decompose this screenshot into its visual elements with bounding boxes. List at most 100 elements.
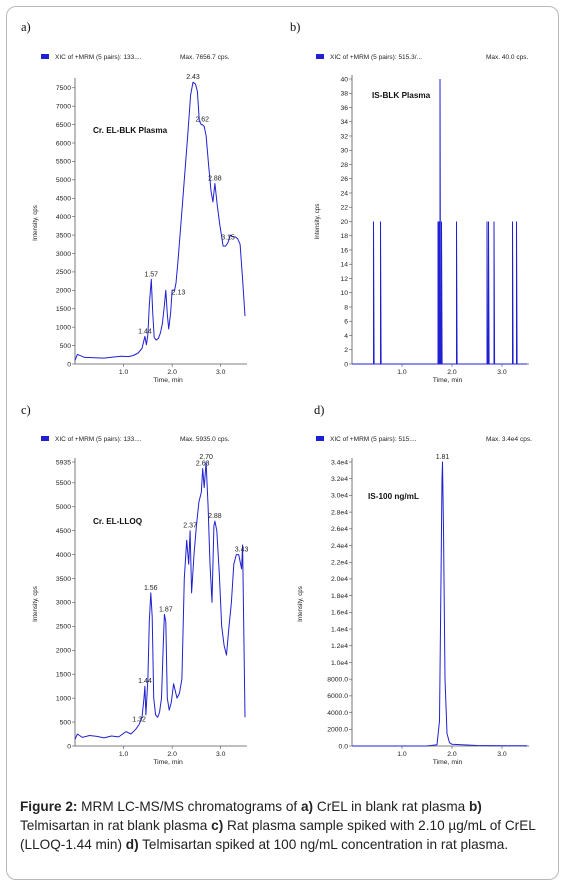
y-tick-label: 4500 [56,528,71,535]
chromatogram-trace [352,78,527,365]
y-tick-label: 5500 [56,480,71,487]
legend-label: XIC of +MRM (5 pairs): 515.3/... [330,54,422,61]
y-tick-label: 40 [340,76,348,83]
y-tick-label: 10 [340,290,348,297]
x-axis-label: Time, min [433,377,463,384]
max-intensity-label: Max. 3.4e4 cps. [486,436,532,443]
x-tick-label: 2.0 [447,369,457,376]
y-tick-label: 2500 [56,269,71,276]
y-tick-label: 4000 [56,552,71,559]
y-tick-label: 30 [340,148,348,155]
x-tick-label: 3.0 [497,751,507,758]
y-tick-label: 32 [340,133,348,140]
chromatogram-trace [74,81,246,361]
y-tick-label: 26 [340,176,348,183]
y-tick-label: 1.6e4 [331,610,348,617]
x-tick-label: 1.0 [119,369,129,376]
peak-label: 3.15 [221,234,235,241]
y-tick-label: 3.0e4 [331,493,348,500]
y-tick-label: 1000 [56,695,71,702]
panel-d-letter: d) [314,403,325,417]
y-tick-label: 2.8e4 [331,509,348,516]
y-axis-label: Intensity, cps [297,586,304,622]
x-tick-label: 1.0 [119,751,129,758]
y-tick-label: 8 [344,304,348,311]
y-tick-label: 16 [340,247,348,254]
legend-swatch-icon [41,54,49,59]
peak-label: 1.81 [436,454,450,461]
y-tick-label: 0 [67,361,71,368]
peak-label: 1.44 [138,678,152,685]
y-tick-label: 1.2e4 [331,643,348,650]
y-tick-label: 2000 [56,648,71,655]
y-tick-label: 2.4e4 [331,543,348,550]
y-tick-label: 18 [340,233,348,240]
peak-label: 2.63 [196,460,210,467]
max-intensity-label: Max. 7656.7 cps. [180,54,230,61]
chromatogram-figure: XIC of +MRM (5 pairs): 133.... Max. 7656.… [32,54,532,766]
y-axis-label: Intensity, cps [32,586,39,622]
x-tick-label: 1.0 [397,751,407,758]
y-tick-label: 2000 [56,288,71,295]
legend-swatch-icon [316,436,324,441]
peak-label: 2.88 [208,513,222,520]
y-tick-label: 2000.0 [327,727,348,734]
x-axis-label: Time, min [153,759,183,766]
legend-label: XIC of +MRM (5 pairs): 515.... [330,436,417,443]
y-tick-label: 3000 [56,600,71,607]
peak-label: 3.43 [235,547,249,554]
caption-panel-ref: b) [468,799,482,814]
y-tick-label: 3.4e4 [331,459,348,466]
figure-label: Figure 2: [20,799,78,814]
y-tick-label: 1.0e4 [331,660,348,667]
peak-label: 1.44 [138,328,152,335]
peak-label: 2.62 [195,117,209,124]
sample-annotation: IS-BLK Plasma [372,91,431,100]
y-tick-label: 3500 [56,576,71,583]
chromatogram-trace [74,461,246,740]
caption-segment: Telmisartan in rat blank plasma [20,818,212,833]
peak-label: 2.13 [172,290,186,297]
y-tick-label: 1.4e4 [331,626,348,633]
y-tick-label: 12 [340,276,348,283]
y-tick-label: 500 [60,343,72,350]
peak-label: 2.88 [208,176,222,183]
y-tick-label: 5935 [56,459,71,466]
y-tick-label: 1500 [56,306,71,313]
y-tick-label: 2.6e4 [331,526,348,533]
x-tick-label: 1.0 [397,369,407,376]
legend-swatch-icon [41,436,49,441]
y-tick-label: 0 [344,361,348,368]
y-axis-label: Intensity, cps [314,204,321,240]
legend-swatch-icon [316,54,324,59]
x-axis-label: Time, min [433,759,463,766]
caption-text: MRM LC-MS/MS chromatograms of a) CrEL in… [20,799,535,852]
y-tick-label: 5000 [56,177,71,184]
y-tick-label: 1000 [56,324,71,331]
sample-annotation: Cr. EL-BLK Plasma [93,126,168,135]
y-tick-label: 22 [340,205,348,212]
y-tick-label: 6000.0 [327,693,348,700]
x-tick-label: 3.0 [497,369,507,376]
y-tick-label: 36 [340,105,348,112]
y-tick-label: 500 [60,719,72,726]
sample-annotation: Cr. EL-LLOQ [93,517,143,526]
y-tick-label: 1500 [56,672,71,679]
y-tick-label: 4 [344,333,348,340]
y-tick-label: 2.0e4 [331,576,348,583]
legend-label: XIC of +MRM (5 pairs): 133.... [55,54,142,61]
legend-label: XIC of +MRM (5 pairs): 133.... [55,436,142,443]
x-tick-label: 3.0 [216,751,226,758]
y-tick-label: 4000 [56,214,71,221]
x-tick-label: 2.0 [447,751,457,758]
y-tick-label: 3000 [56,251,71,258]
x-axis-label: Time, min [153,377,183,384]
chromatogram-trace [352,461,528,747]
peak-label: 1.57 [144,271,158,278]
y-tick-label: 3.2e4 [331,476,348,483]
panel-a-letter: a) [21,20,31,34]
y-tick-label: 6500 [56,122,71,129]
caption-segment: MRM LC-MS/MS chromatograms of [77,799,301,814]
x-tick-label: 2.0 [167,751,177,758]
peak-label: 2.70 [199,454,213,461]
